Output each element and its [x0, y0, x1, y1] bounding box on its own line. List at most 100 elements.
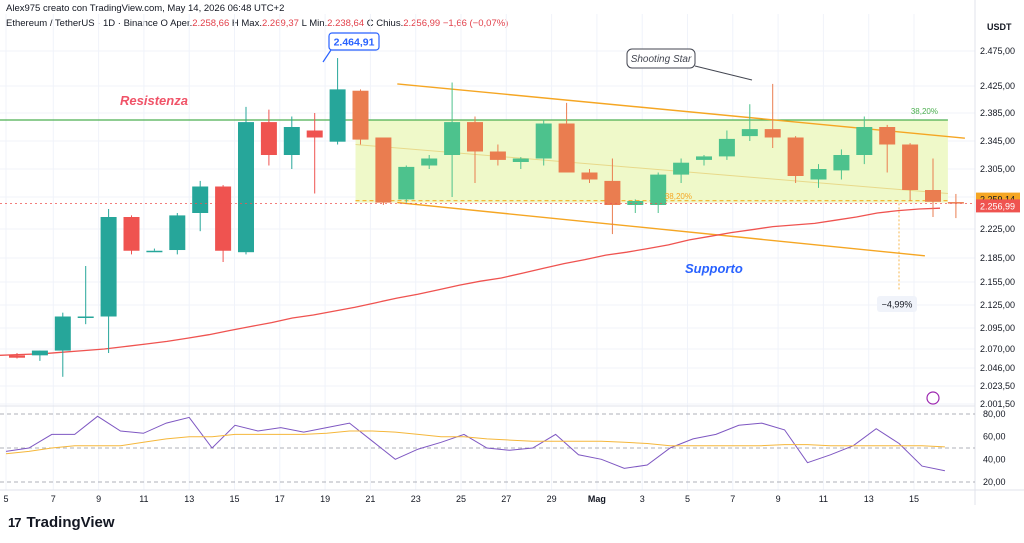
candle-body	[673, 162, 690, 175]
close-label: Chius.	[376, 18, 404, 29]
moving-average-line	[0, 207, 941, 356]
tradingview-logo-icon: 17	[8, 515, 22, 530]
candle-body	[467, 122, 483, 152]
oscillator-tick-label: 60,00	[983, 432, 1006, 442]
alert-icon	[926, 391, 940, 405]
open-value: 2.258,66	[192, 18, 230, 29]
candle-body	[146, 250, 163, 253]
candle-body	[238, 122, 254, 253]
fib-label-mid: 38,20%	[665, 192, 692, 201]
high-callout-label: 2.464,91	[334, 37, 375, 49]
time-tick-label: 27	[501, 494, 511, 504]
resistance-label: Resistenza	[120, 93, 188, 108]
oscillator-tick-label: 20,00	[983, 477, 1006, 487]
candle-body	[787, 137, 804, 176]
candle-body	[764, 129, 781, 138]
time-tick-label: 13	[184, 494, 194, 504]
time-tick-label: 11	[139, 494, 148, 504]
time-tick-label: 17	[275, 494, 285, 504]
rsi-line	[5, 415, 945, 472]
time-tick-label: 9	[96, 494, 101, 504]
drop-label: −4,99%	[882, 300, 913, 310]
time-tick-label: 7	[730, 494, 735, 504]
candle-body	[696, 156, 712, 160]
candle-body	[192, 186, 209, 213]
rsi-signal-line	[5, 430, 945, 455]
time-tick-label: 21	[365, 494, 375, 504]
price-tick-label: 2.001,50	[980, 399, 1015, 409]
candle-body	[535, 123, 552, 159]
candle-body	[512, 158, 529, 162]
time-tick-label: 15	[909, 494, 919, 504]
current-price-tag	[976, 199, 1020, 213]
price-tick-label: 2.070,00	[980, 344, 1015, 354]
candle-body	[9, 355, 25, 358]
candle-body	[856, 127, 873, 155]
time-tick-label: 9	[776, 494, 781, 504]
symbol-legend: Ethereum / TetherUS · 1D · Binance O Ape…	[6, 18, 508, 29]
pattern-pointer	[694, 65, 753, 81]
price-tick-label: 2.305,00	[980, 164, 1015, 174]
close-value: 2.256,99	[403, 18, 441, 29]
price-tick-label: 2.155,00	[980, 277, 1015, 287]
high-callout-box	[328, 32, 380, 51]
time-tick-label: 5	[3, 494, 8, 504]
time-tick-label: Mag	[588, 494, 606, 504]
open-label: Aper.	[170, 18, 193, 29]
candle-body	[741, 129, 758, 137]
candle-body	[444, 122, 461, 155]
price-tick-label: 2.095,00	[980, 323, 1015, 333]
currency-label: USDT	[987, 22, 1012, 32]
time-tick-label: 29	[547, 494, 557, 504]
low-value: 2.238,64	[327, 18, 365, 29]
price-tick-label: 2.425,00	[980, 81, 1015, 91]
candle-body	[375, 137, 392, 203]
candle-body	[558, 123, 575, 173]
candle-body	[925, 190, 941, 202]
price-tick-label: 2.046,00	[980, 363, 1015, 373]
candle-body	[489, 151, 506, 160]
price-tick-label: 2.475,00	[980, 46, 1015, 56]
candle-body	[306, 130, 323, 138]
time-tick-label: 19	[320, 494, 330, 504]
symbol-name: Ethereum / TetherUS · 1D · Binance	[6, 18, 158, 29]
time-tick-label: 15	[229, 494, 239, 504]
candle-body	[329, 89, 346, 142]
tradingview-logo[interactable]: 17 TradingView	[8, 514, 115, 531]
candle-body	[123, 217, 140, 251]
candle-body	[947, 202, 964, 204]
candle-body	[718, 138, 735, 157]
price-tick-label: 2.385,00	[980, 108, 1015, 118]
pattern-label: Shooting Star	[631, 54, 692, 65]
price-tick-label: 2.225,00	[980, 224, 1015, 234]
candle-body	[650, 174, 667, 205]
candle-body	[169, 215, 186, 251]
time-tick-label: 7	[51, 494, 56, 504]
low-label: Min.	[309, 18, 328, 29]
candle-body	[833, 155, 850, 171]
candle-body	[352, 90, 369, 140]
candle-body	[77, 316, 94, 318]
candle-body	[260, 122, 277, 155]
candle-body	[398, 166, 415, 200]
fib-label-top: 38,20%	[911, 107, 938, 116]
time-tick-label: 5	[685, 494, 690, 504]
high-value: 2.269,37	[261, 18, 299, 29]
current-price-tag-label: 2.256,99	[980, 201, 1015, 211]
open-letter: O	[160, 18, 168, 29]
price-tick-label: 2.185,00	[980, 253, 1015, 263]
time-tick-label: 25	[456, 494, 466, 504]
drop-label-box	[877, 296, 917, 312]
candle-body	[31, 350, 48, 356]
candle-body	[879, 127, 896, 145]
pattern-label-box	[626, 48, 696, 69]
price-tick-label: 2.125,00	[980, 300, 1015, 310]
candle-body	[581, 172, 598, 180]
price-tick-label: 2.023,50	[980, 381, 1015, 391]
channel-lower-line	[397, 201, 925, 257]
candle-body	[421, 158, 438, 166]
candle-body	[54, 316, 71, 351]
high-callout-pointer	[322, 49, 332, 63]
high-label: Max.	[241, 18, 262, 29]
